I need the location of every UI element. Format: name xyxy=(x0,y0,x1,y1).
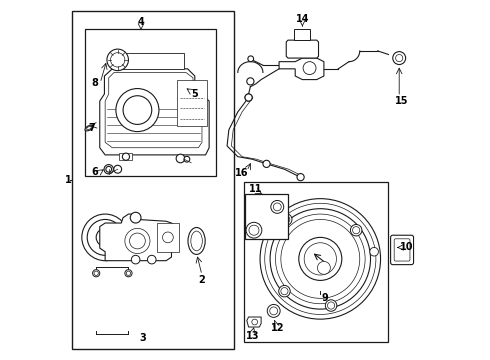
Circle shape xyxy=(280,214,292,225)
Circle shape xyxy=(283,216,290,223)
Text: 8: 8 xyxy=(92,78,98,88)
Circle shape xyxy=(107,49,128,71)
Circle shape xyxy=(350,225,362,236)
Ellipse shape xyxy=(188,228,205,255)
Bar xyxy=(245,182,389,342)
Circle shape xyxy=(87,220,123,255)
Circle shape xyxy=(122,153,129,160)
Polygon shape xyxy=(279,58,324,80)
Bar xyxy=(177,80,207,126)
Polygon shape xyxy=(105,72,202,148)
Circle shape xyxy=(270,209,370,309)
Text: 14: 14 xyxy=(295,14,309,24)
Circle shape xyxy=(263,160,270,167)
Circle shape xyxy=(184,156,190,162)
Circle shape xyxy=(123,96,152,125)
Circle shape xyxy=(245,94,252,101)
Circle shape xyxy=(299,237,342,280)
Text: 12: 12 xyxy=(271,323,285,333)
Circle shape xyxy=(393,51,406,64)
Circle shape xyxy=(147,255,156,264)
Bar xyxy=(72,12,234,348)
Circle shape xyxy=(267,305,280,318)
Text: 2: 2 xyxy=(198,275,205,285)
Text: 7: 7 xyxy=(88,123,95,133)
Circle shape xyxy=(125,228,150,253)
Circle shape xyxy=(111,53,125,67)
Text: 13: 13 xyxy=(246,331,260,341)
Circle shape xyxy=(82,214,128,261)
Circle shape xyxy=(271,201,284,213)
Circle shape xyxy=(94,271,98,275)
Ellipse shape xyxy=(191,231,202,251)
Text: 11: 11 xyxy=(249,184,263,194)
Circle shape xyxy=(131,255,140,264)
Text: 10: 10 xyxy=(400,242,414,252)
Circle shape xyxy=(246,222,262,238)
Circle shape xyxy=(129,233,146,249)
Circle shape xyxy=(303,62,316,75)
Circle shape xyxy=(275,214,365,304)
Bar xyxy=(116,53,184,69)
Circle shape xyxy=(370,247,378,256)
Circle shape xyxy=(245,94,252,101)
Circle shape xyxy=(106,166,112,172)
Text: 9: 9 xyxy=(321,293,328,303)
Circle shape xyxy=(104,165,113,174)
FancyBboxPatch shape xyxy=(391,235,414,265)
Circle shape xyxy=(327,302,335,309)
Circle shape xyxy=(252,319,258,325)
Circle shape xyxy=(248,56,254,62)
Circle shape xyxy=(249,225,259,235)
Text: 1: 1 xyxy=(65,175,71,185)
Text: 3: 3 xyxy=(140,333,146,343)
Circle shape xyxy=(114,165,122,173)
Circle shape xyxy=(247,78,254,85)
Bar xyxy=(294,30,310,40)
Circle shape xyxy=(130,212,141,223)
Circle shape xyxy=(395,54,403,62)
Circle shape xyxy=(176,154,185,163)
Circle shape xyxy=(96,228,114,246)
Circle shape xyxy=(281,220,360,298)
Ellipse shape xyxy=(85,125,93,131)
Text: 16: 16 xyxy=(235,168,248,178)
Circle shape xyxy=(273,203,281,211)
Polygon shape xyxy=(100,69,209,155)
Circle shape xyxy=(297,174,304,181)
Circle shape xyxy=(125,270,132,277)
Bar xyxy=(85,30,216,176)
Circle shape xyxy=(126,271,131,275)
Circle shape xyxy=(163,232,173,243)
Circle shape xyxy=(304,243,337,275)
Text: 4: 4 xyxy=(138,17,145,27)
Circle shape xyxy=(270,307,278,315)
Circle shape xyxy=(318,261,330,274)
Ellipse shape xyxy=(87,126,92,130)
Circle shape xyxy=(260,199,381,319)
FancyBboxPatch shape xyxy=(394,239,410,261)
Text: 15: 15 xyxy=(395,96,409,106)
Polygon shape xyxy=(100,214,177,261)
Circle shape xyxy=(353,226,360,234)
Polygon shape xyxy=(286,40,318,58)
Circle shape xyxy=(325,300,337,311)
Circle shape xyxy=(116,89,159,132)
Text: 6: 6 xyxy=(92,167,98,177)
Bar xyxy=(245,194,288,239)
Text: 5: 5 xyxy=(192,89,198,99)
Bar xyxy=(157,223,179,252)
Polygon shape xyxy=(247,317,261,327)
Bar xyxy=(120,153,132,160)
Circle shape xyxy=(281,288,288,295)
Circle shape xyxy=(279,285,290,297)
Circle shape xyxy=(265,203,376,315)
Circle shape xyxy=(93,270,100,277)
